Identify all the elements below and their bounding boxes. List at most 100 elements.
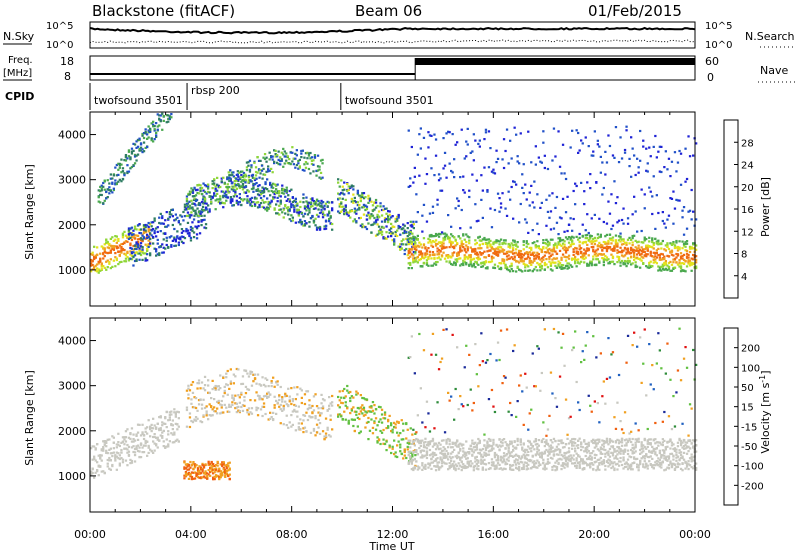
power-cell: [106, 242, 109, 245]
power-cell: [670, 269, 674, 272]
power-cell: [657, 254, 660, 257]
power-cell: [146, 247, 149, 251]
power-cell: [463, 258, 466, 261]
velocity-cell: [480, 459, 483, 462]
power-cell: [409, 240, 412, 243]
velocity-cell: [450, 457, 453, 460]
power-cell: [262, 189, 266, 192]
power-cell: [459, 245, 462, 248]
power-cell: [474, 243, 477, 246]
velocity-cell: [216, 385, 219, 388]
power-cell: [182, 235, 185, 239]
velocity-cell: [141, 423, 144, 426]
power-cell: [505, 255, 509, 258]
power-cell: [531, 201, 534, 204]
power-cell: [557, 241, 560, 244]
power-cell: [96, 253, 99, 256]
power-cell: [622, 238, 625, 241]
power-cell: [115, 163, 118, 167]
velocity-cell: [303, 426, 307, 429]
velocity-cell: [377, 420, 381, 423]
velocity-cell: [490, 464, 494, 467]
velocity-cell: [299, 427, 302, 431]
power-cell: [152, 123, 155, 126]
power-cell: [409, 177, 412, 180]
power-cell: [628, 157, 631, 160]
velocity-cell: [103, 472, 106, 475]
velocity-cell: [454, 455, 457, 458]
power-cell: [262, 195, 266, 198]
velocity-cell: [202, 398, 205, 401]
velocity-cell: [129, 433, 132, 436]
power-cell: [622, 242, 625, 245]
power-cell: [331, 209, 334, 212]
power-cell: [487, 130, 491, 133]
power-cell: [109, 251, 112, 254]
power-cell: [207, 183, 210, 186]
power-cell: [216, 198, 219, 201]
power-cell: [636, 265, 639, 268]
power-cell: [192, 231, 196, 234]
power-cell: [144, 259, 147, 262]
power-cell: [292, 157, 295, 160]
velocity-cell: [326, 426, 329, 429]
velocity-cell: [315, 431, 319, 434]
velocity-cell: [261, 414, 264, 418]
power-cell: [670, 160, 674, 163]
velocity-cell: [224, 470, 227, 473]
velocity-cell: [296, 415, 299, 418]
velocity-cell: [221, 463, 224, 466]
power-cell: [320, 199, 323, 202]
power-cell: [567, 246, 571, 249]
power-cell: [566, 248, 569, 252]
velocity-cell: [152, 440, 155, 443]
velocity-cell: [353, 418, 356, 421]
power-cell: [226, 176, 229, 179]
velocity-cell: [240, 405, 243, 409]
power-cell: [437, 248, 441, 252]
power-cell: [296, 204, 299, 207]
power-cell: [608, 212, 612, 215]
velocity-cell: [195, 473, 198, 476]
power-cell: [608, 261, 612, 264]
power-cell: [681, 247, 684, 250]
power-cell: [309, 205, 313, 208]
velocity-cell: [437, 441, 441, 444]
power-cell: [133, 259, 137, 263]
power-cell: [304, 152, 308, 155]
power-cell: [255, 188, 258, 192]
velocity-cell: [207, 469, 210, 472]
velocity-cell: [162, 429, 165, 432]
power-cell: [323, 214, 326, 217]
velocity-cell: [349, 399, 352, 403]
power-cell: [414, 244, 417, 247]
power-cell: [611, 236, 615, 239]
velocity-cell: [288, 398, 291, 401]
power-cell: [254, 170, 258, 174]
velocity-cell: [305, 430, 308, 433]
power-cell: [487, 238, 491, 241]
velocity-cell: [256, 414, 260, 417]
velocity-cell: [190, 478, 194, 481]
power-cell: [100, 189, 103, 192]
power-cell: [648, 245, 651, 248]
power-cell: [507, 190, 510, 193]
velocity-cell: [100, 459, 103, 462]
velocity-cell: [281, 409, 284, 412]
power-cell: [359, 224, 362, 227]
power-cell: [358, 203, 361, 207]
power-cell: [380, 220, 384, 223]
velocity-cell: [241, 382, 245, 385]
velocity-cell: [208, 403, 211, 406]
power-cell: [318, 228, 322, 231]
power-cell: [254, 166, 258, 169]
power-cell: [192, 218, 196, 221]
power-cell: [278, 194, 281, 197]
power-cell: [682, 242, 686, 245]
power-cell: [593, 243, 596, 246]
power-cell: [132, 251, 135, 254]
velocity-cell: [415, 460, 418, 463]
power-cell: [197, 192, 201, 195]
power-cell: [543, 154, 546, 157]
power-cell: [558, 266, 562, 269]
